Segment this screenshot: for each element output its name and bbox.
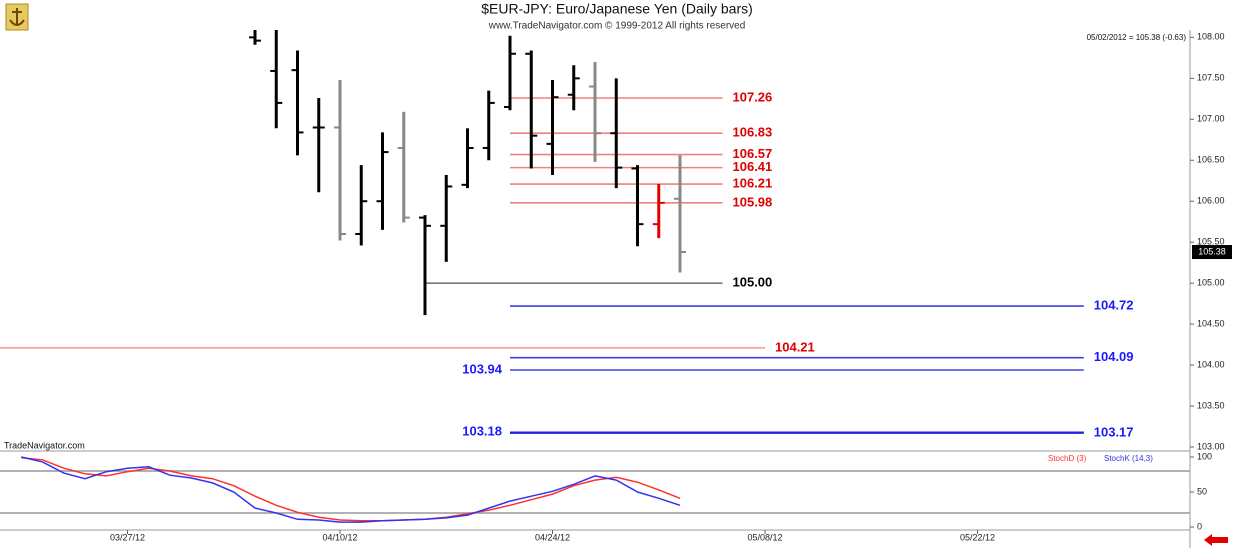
level-label: 104.72 [1094, 298, 1134, 313]
legend-label: StochK (14,3) [1104, 454, 1153, 463]
legend-label: StochD (3) [1048, 454, 1087, 463]
source-watermark: TradeNavigator.com [4, 440, 85, 450]
y-tick-label: 107.50 [1197, 73, 1225, 83]
level-label: 106.41 [733, 159, 773, 174]
level-label: 104.21 [775, 339, 815, 354]
scroll-arrow[interactable] [1204, 534, 1228, 546]
y-tick-label: 104.50 [1197, 318, 1225, 328]
y-tick-label: 108.00 [1197, 32, 1225, 42]
level-label: 106.83 [733, 125, 773, 140]
series-line [21, 456, 681, 523]
y-tick-label: 0 [1197, 521, 1202, 531]
x-tick-label: 03/27/12 [110, 532, 145, 542]
y-tick-label: 103.00 [1197, 441, 1225, 451]
y-tick-label: 105.00 [1197, 278, 1225, 288]
last-price-box [1192, 245, 1232, 260]
x-tick-label: 04/10/12 [322, 532, 357, 542]
last-price-label: 105.38 [1198, 246, 1226, 256]
series-line [21, 456, 681, 522]
chart-title: $EUR-JPY: Euro/Japanese Yen (Daily bars) [481, 1, 753, 17]
level-label: 105.00 [733, 275, 773, 290]
level-label: 103.94 [462, 361, 503, 376]
y-tick-label: 100 [1197, 451, 1212, 461]
y-tick-label: 103.50 [1197, 400, 1225, 410]
chart-subtitle: www.TradeNavigator.com © 1999-2012 All r… [488, 21, 746, 32]
x-tick-label: 05/08/12 [747, 532, 782, 542]
x-tick-label: 05/22/12 [960, 532, 995, 542]
level-label: 106.21 [733, 175, 773, 190]
y-tick-label: 105.50 [1197, 237, 1225, 247]
price-annotation: 05/02/2012 = 105.38 (-0.63) [1087, 33, 1187, 42]
level-label: 104.09 [1094, 349, 1134, 364]
y-tick-label: 106.00 [1197, 196, 1225, 206]
level-label: 105.98 [733, 194, 773, 209]
level-label: 107.26 [733, 89, 773, 104]
x-tick-label: 04/24/12 [535, 532, 570, 542]
y-tick-label: 50 [1197, 486, 1207, 496]
level-label: 103.17 [1094, 425, 1134, 440]
y-tick-label: 106.50 [1197, 155, 1225, 165]
level-label: 103.18 [462, 424, 502, 439]
level-label: 106.57 [733, 146, 773, 161]
y-tick-label: 107.00 [1197, 114, 1225, 124]
y-tick-label: 104.00 [1197, 359, 1225, 369]
logo [5, 3, 29, 31]
